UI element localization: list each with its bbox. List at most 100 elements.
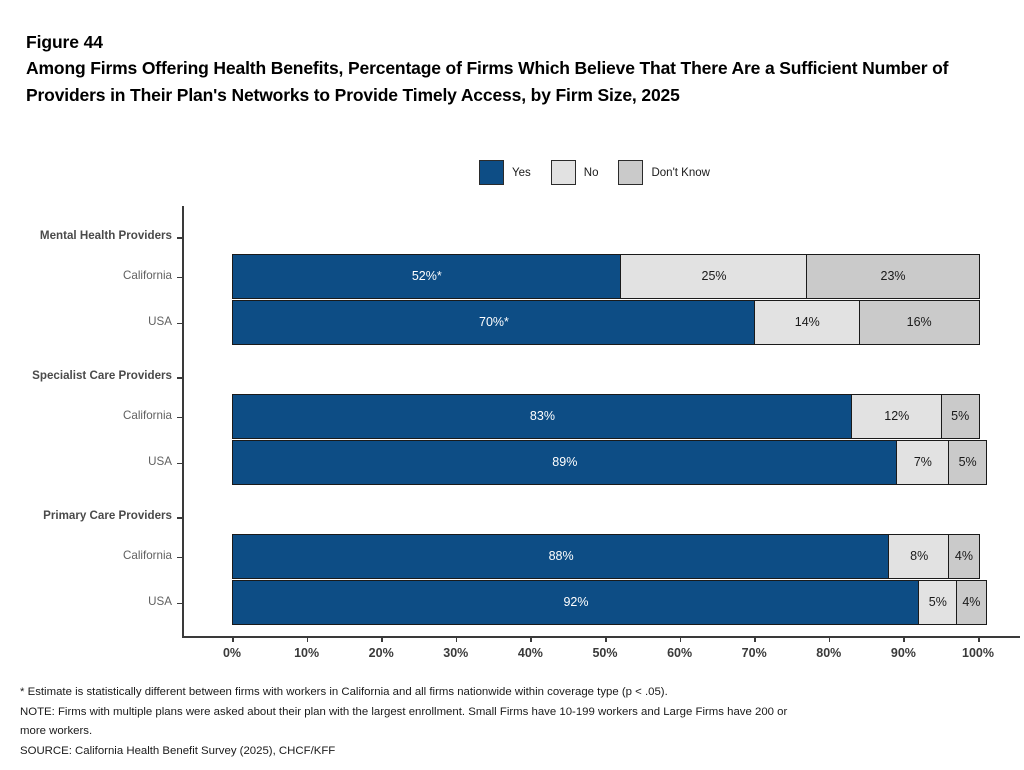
figure-number: Figure 44 — [26, 32, 103, 52]
legend-label: Don't Know — [651, 166, 710, 179]
bar-segment-no[interactable]: 8% — [888, 534, 950, 579]
title-block: Figure 44 Among Firms Offering Health Be… — [26, 29, 976, 108]
bar-segment-no[interactable]: 7% — [895, 440, 950, 485]
bar-segment-label: 16% — [906, 315, 932, 330]
y-axis-tick — [177, 517, 182, 519]
x-axis-tick-label: 70% — [741, 646, 767, 660]
bar-segment-label: 52%* — [411, 269, 442, 284]
bar-segment-yes[interactable]: 88% — [232, 534, 891, 579]
chart-legend: Yes No Don't Know — [479, 160, 730, 185]
y-axis-tick — [177, 322, 182, 325]
x-axis-tick-label: 90% — [890, 646, 916, 660]
stacked-bar-row[interactable]: 88% 8% 4% — [232, 534, 980, 579]
footnote-note-cont: more workers. — [20, 725, 93, 737]
bar-segment-yes[interactable]: 52%* — [232, 254, 622, 299]
x-axis-tick-label: 40% — [517, 646, 543, 660]
bar-segment-no[interactable]: 14% — [754, 300, 861, 345]
x-axis-tick-label: 50% — [592, 646, 618, 660]
x-axis-tick — [903, 636, 905, 642]
x-axis-tick-label: 0% — [222, 646, 242, 660]
bar-segment-label: 4% — [954, 549, 973, 564]
bar-segment-label: 92% — [563, 595, 589, 610]
x-axis-tick — [381, 636, 383, 642]
figure-title: Among Firms Offering Health Benefits, Pe… — [26, 58, 949, 105]
bar-segment-label: 12% — [884, 409, 910, 424]
bar-segment-label: 4% — [962, 595, 981, 610]
y-axis-row-label: California — [123, 408, 172, 422]
y-axis-group-label: Primary Care Providers — [43, 509, 172, 522]
footnote-significance: * Estimate is statistically different be… — [20, 686, 668, 698]
bar-segment-dk[interactable]: 16% — [858, 300, 980, 345]
y-axis-tick — [177, 276, 182, 279]
bar-segment-label: 5% — [958, 455, 977, 470]
bar-segment-dk[interactable]: 4% — [955, 580, 988, 625]
footnote-note: NOTE: Firms with multiple plans were ask… — [20, 705, 788, 718]
stacked-bar-row[interactable]: 70%* 14% 16% — [232, 300, 980, 345]
bar-segment-no[interactable]: 25% — [619, 254, 809, 299]
legend-label: No — [583, 166, 599, 179]
plot-area: 0% 10% 20% 30% 40% 50% 60% 70% 80% 90% 100% Mental … — [32, 206, 1020, 660]
y-axis-row-label: California — [123, 268, 172, 282]
legend-item-don-t-know[interactable]: Don't Know — [618, 160, 729, 185]
bar-segment-yes[interactable]: 92% — [232, 580, 921, 625]
y-axis-row-label: USA — [148, 454, 172, 468]
y-axis-row-label: California — [123, 548, 172, 562]
x-axis-tick — [530, 636, 532, 642]
x-axis-tick-label: 10% — [294, 646, 320, 660]
stacked-bar-row[interactable]: 83% 12% 5% — [232, 394, 980, 439]
footnote-source: SOURCE: California Health Benefit Survey… — [20, 744, 336, 757]
x-axis-tick — [232, 636, 234, 642]
bar-segment-label: 83% — [529, 409, 555, 424]
legend-swatch-icon — [479, 160, 504, 185]
x-axis-tick — [679, 636, 682, 642]
x-axis-tick-label: 80% — [816, 646, 842, 660]
bar-segment-yes[interactable]: 89% — [232, 440, 898, 485]
x-axis-tick-label: 60% — [667, 646, 693, 660]
stacked-bar-row[interactable]: 92% 5% 4% — [232, 580, 988, 625]
bar-segment-label: 14% — [794, 315, 820, 330]
x-axis-tick-label: 20% — [368, 646, 394, 660]
y-axis-row-label: USA — [148, 314, 172, 328]
bar-segment-dk[interactable]: 4% — [948, 534, 980, 579]
y-axis-tick — [177, 237, 182, 239]
x-axis-tick — [828, 636, 831, 642]
y-axis-group-label: Mental Health Providers — [39, 229, 172, 242]
x-axis-tick — [455, 636, 458, 642]
x-axis-tick — [306, 636, 309, 642]
legend-swatch-icon — [618, 160, 644, 185]
bar-segment-dk[interactable]: 5% — [948, 440, 988, 485]
bar-segment-label: 8% — [910, 549, 929, 564]
x-axis-tick-label: 100% — [962, 646, 994, 660]
stacked-bar-row[interactable]: 52%* 25% 23% — [232, 254, 980, 299]
stacked-bar-row[interactable]: 89% 7% 5% — [232, 440, 988, 485]
bar-segment-label: 89% — [552, 455, 578, 470]
legend-swatch-icon — [550, 160, 576, 185]
bar-segment-label: 5% — [928, 595, 947, 610]
x-axis-tick-label: 30% — [443, 646, 469, 660]
bar-segment-label: 70%* — [479, 315, 509, 330]
bar-segment-label: 7% — [913, 455, 932, 470]
bar-segment-label: 23% — [880, 269, 906, 284]
y-axis-spine — [182, 206, 184, 636]
bar-segment-no[interactable]: 5% — [918, 580, 958, 625]
y-axis-tick — [177, 462, 182, 465]
y-axis-tick — [177, 377, 182, 379]
bar-segment-yes[interactable]: 83% — [232, 394, 853, 439]
bar-segment-dk[interactable]: 23% — [806, 254, 980, 299]
y-axis-tick — [177, 556, 182, 559]
x-axis-tick — [605, 636, 607, 642]
legend-item-no[interactable]: No — [550, 160, 619, 185]
bar-segment-yes[interactable]: 70%* — [232, 300, 756, 345]
bar-segment-label: 88% — [548, 549, 574, 564]
y-axis-tick — [177, 416, 182, 419]
x-axis-tick — [978, 636, 980, 642]
bar-segment-label: 5% — [951, 409, 970, 424]
legend-item-yes[interactable]: Yes — [479, 160, 551, 185]
x-axis-tick — [754, 636, 756, 642]
bar-segment-no[interactable]: 12% — [851, 394, 943, 439]
legend-label: Yes — [512, 166, 531, 179]
bar-segment-dk[interactable]: 5% — [940, 394, 980, 439]
y-axis-group-label: Specialist Care Providers — [32, 369, 172, 382]
footnotes: * Estimate is statistically different be… — [20, 683, 980, 761]
